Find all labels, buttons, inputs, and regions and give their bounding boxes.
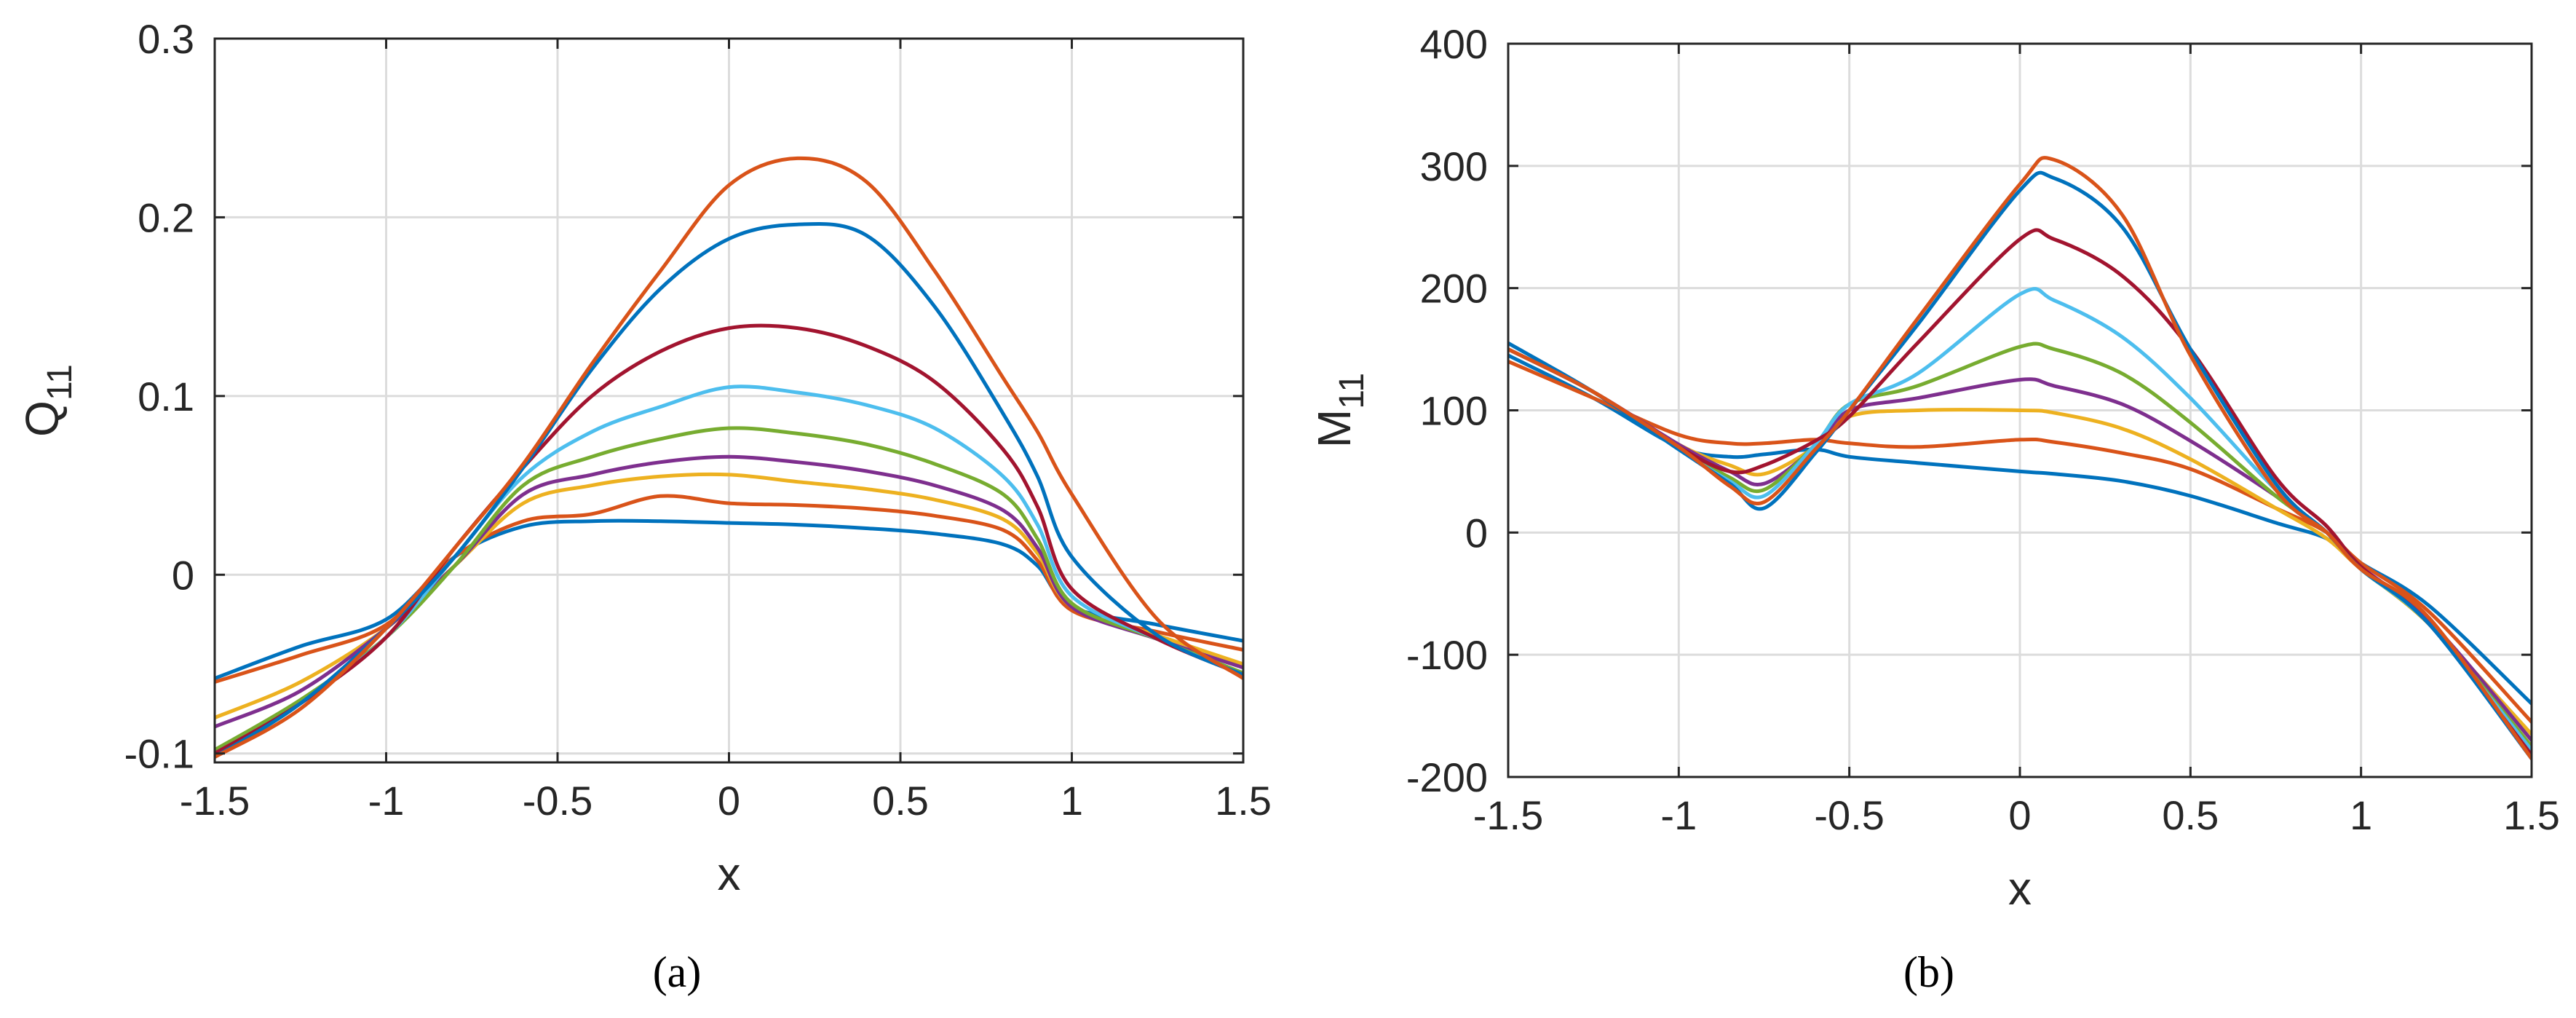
series-line-s8 bbox=[215, 221, 1243, 759]
y-tick-label: 200 bbox=[1420, 266, 1488, 312]
panel-label: (a) bbox=[653, 948, 702, 996]
y-tick-label: 100 bbox=[1420, 388, 1488, 434]
x-tick-label: -1.5 bbox=[180, 778, 250, 824]
x-tick-label: 1.5 bbox=[1215, 778, 1272, 824]
y-tick-label: 0.2 bbox=[138, 194, 194, 240]
y-axis-label: Q11 bbox=[16, 364, 79, 437]
y-tick-label: -200 bbox=[1406, 754, 1488, 800]
y-tick-label: -0.1 bbox=[124, 731, 195, 777]
series-group bbox=[215, 156, 1243, 759]
x-tick-label: 0.5 bbox=[872, 778, 929, 824]
y-tick-label: 300 bbox=[1420, 143, 1488, 189]
chart-panel-a: -1.5 -1 -0.5 0 0.5 1 1.5 -0.1 0 0.1 0.2 0.3 x Q11 (a) bbox=[16, 16, 1272, 996]
x-tick-label: -1.5 bbox=[1473, 792, 1544, 838]
series-group bbox=[1508, 156, 2532, 761]
x-axis-label: x bbox=[718, 848, 741, 900]
x-tick-label: 0 bbox=[718, 778, 740, 824]
x-tick-label: -1 bbox=[1660, 792, 1697, 838]
x-tick-label: 1.5 bbox=[2503, 792, 2560, 838]
x-tick-label: 1 bbox=[2350, 792, 2372, 838]
x-tick-label: -0.5 bbox=[1814, 792, 1885, 838]
series-line-s7 bbox=[1508, 228, 2532, 757]
x-tick-label: -1 bbox=[368, 778, 405, 824]
y-axis-label-main: Q bbox=[16, 401, 68, 437]
y-tick-label: 0.1 bbox=[138, 374, 194, 419]
chart-panel-b: -1.5 -1 -0.5 0 0.5 1 1.5 -200 -100 0 100 200 300 400 x… bbox=[1308, 21, 2560, 996]
x-tick-label: 0 bbox=[2008, 792, 2031, 838]
x-tick-label: -0.5 bbox=[523, 778, 593, 824]
panel-label: (b) bbox=[1903, 948, 1954, 996]
y-tick-label: 0 bbox=[1465, 510, 1488, 556]
x-axis-label: x bbox=[2008, 862, 2032, 915]
y-tick-label: 0 bbox=[172, 552, 194, 598]
y-tick-label: 0.3 bbox=[138, 16, 194, 62]
series-line-s9 bbox=[1508, 156, 2532, 761]
y-axis-label-main: M bbox=[1308, 409, 1360, 448]
y-axis-label-subscript: 11 bbox=[41, 364, 79, 401]
y-tick-label: 400 bbox=[1420, 21, 1488, 67]
x-tick-label: 0.5 bbox=[2162, 792, 2219, 838]
series-line-s9 bbox=[215, 156, 1243, 759]
y-tick-label: -100 bbox=[1406, 632, 1488, 678]
y-axis-label: M11 bbox=[1308, 373, 1371, 448]
x-tick-label: 1 bbox=[1061, 778, 1083, 824]
y-axis-label-subscript: 11 bbox=[1333, 373, 1371, 409]
series-line-s7 bbox=[215, 323, 1243, 756]
